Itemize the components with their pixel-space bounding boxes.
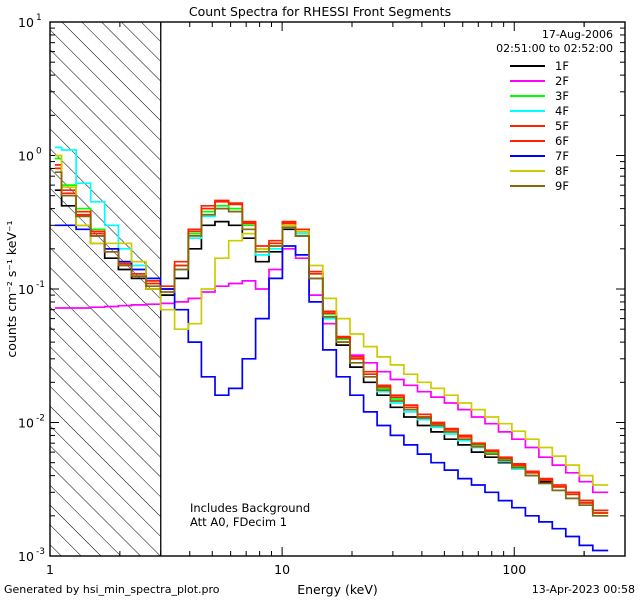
y-tick-label: 10 1 xyxy=(18,13,42,30)
y-tick-label: 10 -1 xyxy=(18,280,45,297)
footer-generator: Generated by hsi_min_spectra_plot.pro xyxy=(4,583,220,596)
svg-text:10: 10 xyxy=(18,549,34,564)
svg-text:10: 10 xyxy=(18,149,34,164)
svg-text:10: 10 xyxy=(18,15,34,30)
note-includes-background: Includes Background xyxy=(190,501,310,515)
excluded-band-hatch xyxy=(50,22,161,556)
y-tick-label: 10 0 xyxy=(18,147,42,164)
axes xyxy=(49,21,626,557)
x-tick-label: 10 xyxy=(274,562,290,577)
plot-frame xyxy=(49,21,626,557)
legend-label-1f: 1F xyxy=(555,59,569,73)
note-att-fdecim: Att A0, FDecim 1 xyxy=(190,515,287,529)
svg-text:-2: -2 xyxy=(36,414,45,424)
legend-label-4f: 4F xyxy=(555,104,569,118)
y-axis-label: counts cm⁻² s⁻¹ keV⁻¹ xyxy=(4,220,19,357)
y-tick-label: 10 -2 xyxy=(18,414,45,431)
legend-label-9f: 9F xyxy=(555,179,569,193)
svg-text:10: 10 xyxy=(18,282,34,297)
x-tick-label: 100 xyxy=(502,562,526,577)
svg-text:counts cm⁻² s⁻¹ keV⁻¹: counts cm⁻² s⁻¹ keV⁻¹ xyxy=(4,220,19,357)
legend-label-8f: 8F xyxy=(555,164,569,178)
series-group xyxy=(54,146,609,552)
x-axis-label: Energy (keV) xyxy=(297,582,378,597)
series-line-9f xyxy=(54,171,609,517)
page-title: Count Spectra for RHESSI Front Segments xyxy=(188,4,452,19)
x-tick-label: 1 xyxy=(46,562,54,577)
svg-text:10: 10 xyxy=(18,416,34,431)
legend-label-3f: 3F xyxy=(555,89,569,103)
legend-label-5f: 5F xyxy=(555,119,569,133)
annotation-date: 17-Aug-2006 xyxy=(542,28,613,41)
series-line-7f xyxy=(54,224,609,552)
legend-label-2f: 2F xyxy=(555,74,569,88)
legend-label-6f: 6F xyxy=(555,134,569,148)
annotation-time-range: 02:51:00 to 02:52:00 xyxy=(496,42,613,55)
svg-text:-3: -3 xyxy=(36,547,45,557)
footer-timestamp: 13-Apr-2023 00:58 xyxy=(531,583,635,596)
svg-text:0: 0 xyxy=(36,147,42,157)
svg-text:-1: -1 xyxy=(36,280,45,290)
svg-text:1: 1 xyxy=(36,13,42,23)
legend-label-7f: 7F xyxy=(555,149,569,163)
y-tick-label: 10 -3 xyxy=(18,547,45,564)
